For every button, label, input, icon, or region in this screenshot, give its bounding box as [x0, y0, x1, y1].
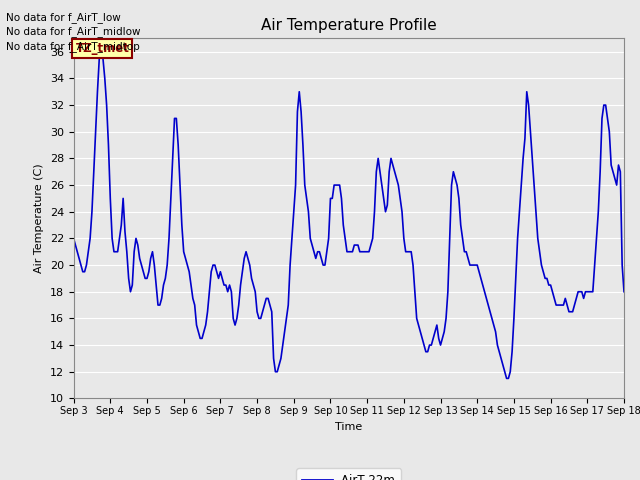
- Text: TZ_tmet: TZ_tmet: [76, 42, 129, 55]
- Y-axis label: Air Temperature (C): Air Temperature (C): [34, 164, 44, 273]
- Text: No data for f_AirT_midlow: No data for f_AirT_midlow: [6, 26, 141, 37]
- X-axis label: Time: Time: [335, 421, 362, 432]
- Legend: AirT 22m: AirT 22m: [296, 468, 401, 480]
- Text: No data for f_AirT_midtop: No data for f_AirT_midtop: [6, 41, 140, 52]
- Title: Air Temperature Profile: Air Temperature Profile: [261, 18, 436, 33]
- Text: No data for f_AirT_low: No data for f_AirT_low: [6, 12, 121, 23]
